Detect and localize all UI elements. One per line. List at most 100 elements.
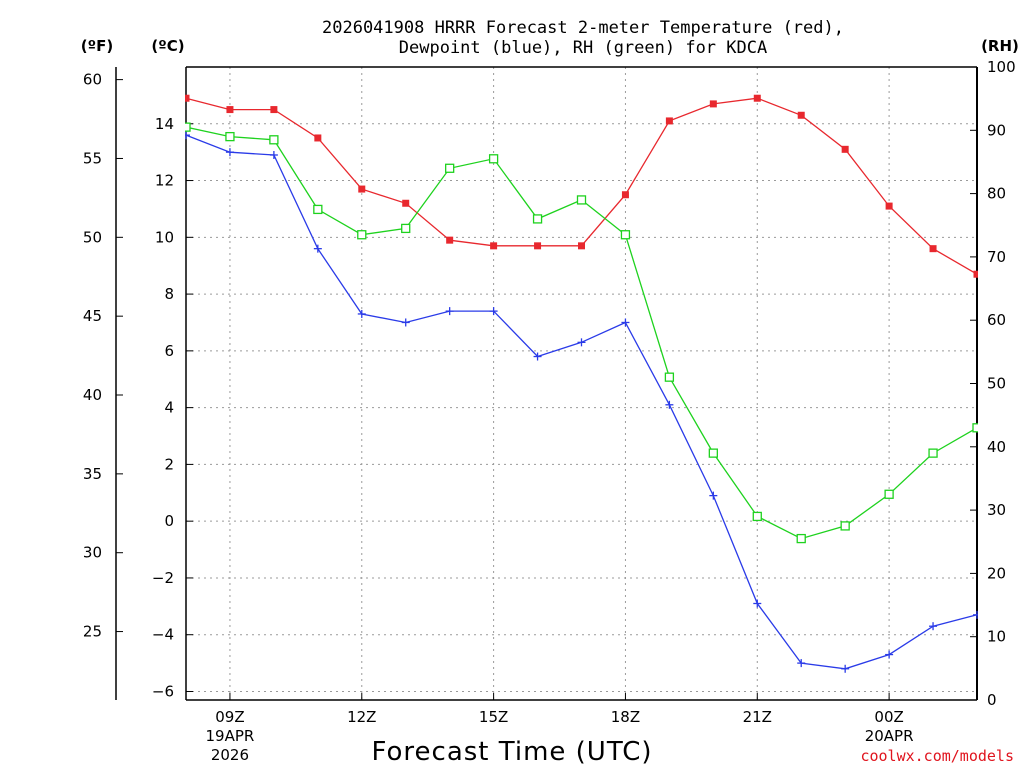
temperature-point	[709, 100, 717, 108]
series-2-meter-temperature	[185, 94, 978, 278]
celsius-tick-label: 0	[164, 512, 174, 530]
fahrenheit-tick-label: 30	[83, 544, 102, 562]
rh-point	[185, 122, 191, 132]
dewpoint-point	[621, 318, 630, 327]
temperature-point	[534, 242, 542, 250]
x-tick-year: 2026	[211, 746, 249, 764]
series-dewpoint	[185, 131, 978, 673]
dewpoint-point	[489, 307, 498, 316]
data-series	[185, 94, 978, 673]
x-axis-title: Forecast Time (UTC)	[371, 737, 652, 767]
temperature-point	[226, 106, 234, 114]
rh-point	[884, 489, 894, 499]
rh-point	[708, 448, 718, 458]
celsius-tick-label: 10	[155, 228, 174, 246]
temperature-point	[358, 185, 366, 193]
celsius-tick-label: −2	[152, 569, 174, 587]
celsius-tick-label: 4	[164, 399, 174, 417]
temperature-point	[753, 94, 761, 102]
temperature-point	[270, 106, 278, 114]
temperature-point	[973, 270, 978, 278]
chart-title-line-1: 2026041908 HRRR Forecast 2-meter Tempera…	[322, 18, 844, 38]
fahrenheit-tick-label: 55	[83, 149, 102, 167]
rh-point	[445, 163, 455, 173]
temperature-point	[841, 145, 849, 153]
temperature-point	[929, 245, 937, 253]
rh-tick-label: 20	[987, 564, 1006, 582]
celsius-tick-label: 12	[155, 172, 174, 190]
fahrenheit-tick-label: 45	[83, 307, 102, 325]
rh-tick-label: 80	[987, 185, 1006, 203]
rh-point	[488, 154, 499, 164]
series-line	[185, 134, 978, 670]
rh-tick-label: 10	[987, 628, 1006, 646]
rh-tick-label: 70	[987, 248, 1006, 266]
rh-point	[928, 448, 938, 458]
rh-tick-label: 60	[987, 311, 1006, 329]
rh-point	[269, 135, 279, 145]
temperature-point	[314, 134, 322, 142]
series-rh	[185, 122, 978, 544]
dewpoint-point	[577, 338, 586, 347]
rh-tick-label: 0	[987, 691, 997, 709]
x-tick-label: 09Z	[215, 708, 244, 726]
rh-tick-label: 100	[987, 58, 1016, 76]
dewpoint-point	[269, 150, 278, 159]
grid-lines	[186, 67, 977, 700]
dewpoint-point	[313, 244, 322, 253]
chart-title: 2026041908 HRRR Forecast 2-meter Tempera…	[322, 18, 844, 58]
rh-tick-label: 40	[987, 438, 1006, 456]
x-tick-label: 18Z	[611, 708, 640, 726]
rh-point	[313, 204, 323, 215]
rh-tick-label: 30	[987, 501, 1006, 519]
dewpoint-point	[185, 131, 190, 140]
temperature-point	[621, 191, 629, 199]
dewpoint-point	[357, 309, 366, 318]
axes: 14121086420−2−4−660555045403530251009080…	[83, 58, 1016, 764]
dewpoint-point	[973, 610, 978, 619]
fahrenheit-tick-label: 25	[83, 623, 102, 641]
rh-point	[576, 195, 587, 205]
x-tick-date: 19APR	[206, 727, 255, 745]
rh-point	[620, 230, 631, 240]
rh-point	[225, 131, 235, 142]
dewpoint-point	[753, 599, 762, 608]
x-tick-label: 21Z	[743, 708, 772, 726]
rh-point	[796, 533, 806, 544]
celsius-tick-label: −6	[152, 682, 174, 700]
rh-unit-label: (RH)	[981, 37, 1019, 55]
fahrenheit-tick-label: 35	[83, 465, 102, 483]
x-tick-label: 12Z	[347, 708, 376, 726]
dewpoint-point	[225, 148, 234, 157]
celsius-tick-label: 14	[155, 115, 174, 133]
rh-tick-label: 90	[987, 121, 1006, 139]
dewpoint-point	[533, 352, 542, 361]
rh-point	[840, 521, 850, 531]
fahrenheit-unit-label: (ºF)	[81, 37, 113, 55]
rh-tick-label: 50	[987, 375, 1006, 393]
dewpoint-point	[797, 659, 806, 668]
temperature-point	[797, 111, 805, 119]
temperature-point	[665, 117, 673, 125]
dewpoint-point	[885, 650, 894, 659]
celsius-tick-label: 2	[164, 455, 174, 473]
rh-point	[401, 223, 411, 234]
dewpoint-point	[709, 491, 718, 500]
rh-point	[532, 214, 543, 224]
x-tick-date: 20APR	[865, 727, 914, 745]
temperature-point	[885, 202, 893, 210]
rh-point	[357, 230, 367, 240]
dewpoint-point	[929, 622, 938, 631]
temperature-point	[578, 242, 585, 250]
dewpoint-point	[665, 400, 674, 409]
temperature-point	[446, 236, 454, 244]
dewpoint-point	[841, 664, 850, 673]
fahrenheit-tick-label: 40	[83, 386, 102, 404]
chart-title-line-2: Dewpoint (blue), RH (green) for KDCA	[399, 38, 767, 58]
x-tick-label: 00Z	[874, 708, 903, 726]
rh-point	[752, 511, 762, 522]
celsius-unit-label: (ºC)	[151, 37, 184, 55]
series-line	[185, 126, 978, 540]
credit-link[interactable]: coolwx.com/models	[860, 747, 1014, 765]
